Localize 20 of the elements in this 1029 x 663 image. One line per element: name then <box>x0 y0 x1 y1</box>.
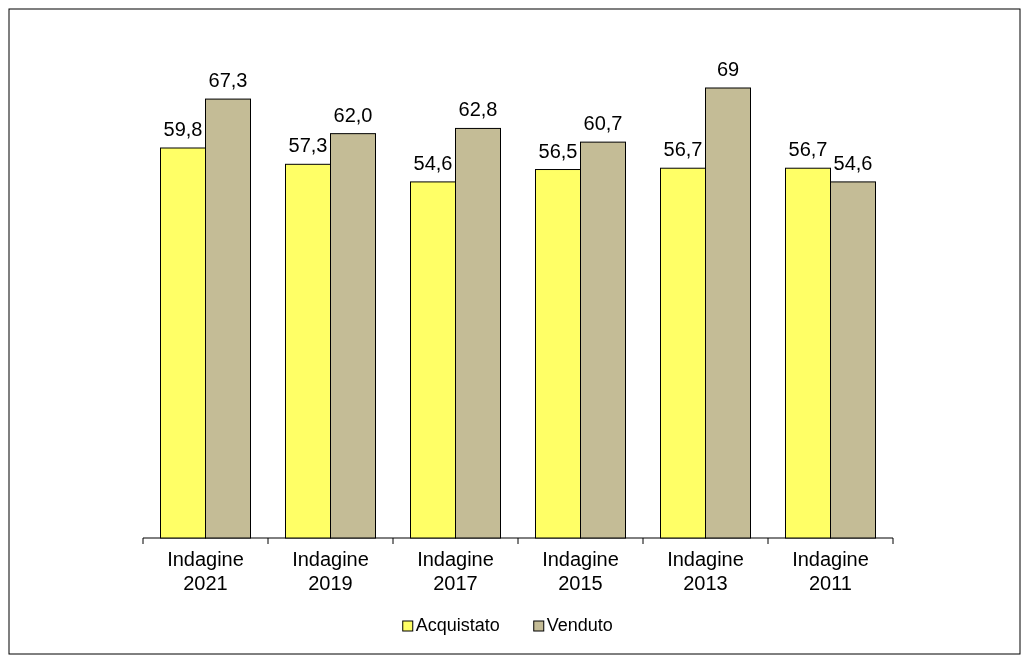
data-label: 56,7 <box>663 138 703 161</box>
x-tick-label: Indagine 2019 <box>292 548 369 594</box>
data-label: 59,8 <box>163 118 203 140</box>
data-label: 56,5 <box>538 139 578 162</box>
data-label: 57,3 <box>288 134 328 157</box>
data-label: 62,0 <box>333 103 373 126</box>
data-label: 67,3 <box>208 69 248 92</box>
legend-label: Venduto <box>546 615 613 635</box>
x-tick-label: Indagine 2015 <box>542 548 619 594</box>
x-tick-label: Indagine 2013 <box>667 548 744 594</box>
data-label: 62,8 <box>458 98 498 121</box>
data-label: 60,7 <box>583 112 623 135</box>
legend-label: Acquistato <box>415 615 500 635</box>
x-tick-label: Indagine 2011 <box>792 548 869 594</box>
data-label: 54,6 <box>833 151 873 174</box>
data-label: 69 <box>716 58 740 80</box>
x-tick-label: Indagine 2021 <box>167 548 244 594</box>
data-label: 56,7 <box>788 138 828 161</box>
x-tick-label: Indagine 2017 <box>417 548 494 594</box>
data-label: 54,6 <box>413 151 453 174</box>
